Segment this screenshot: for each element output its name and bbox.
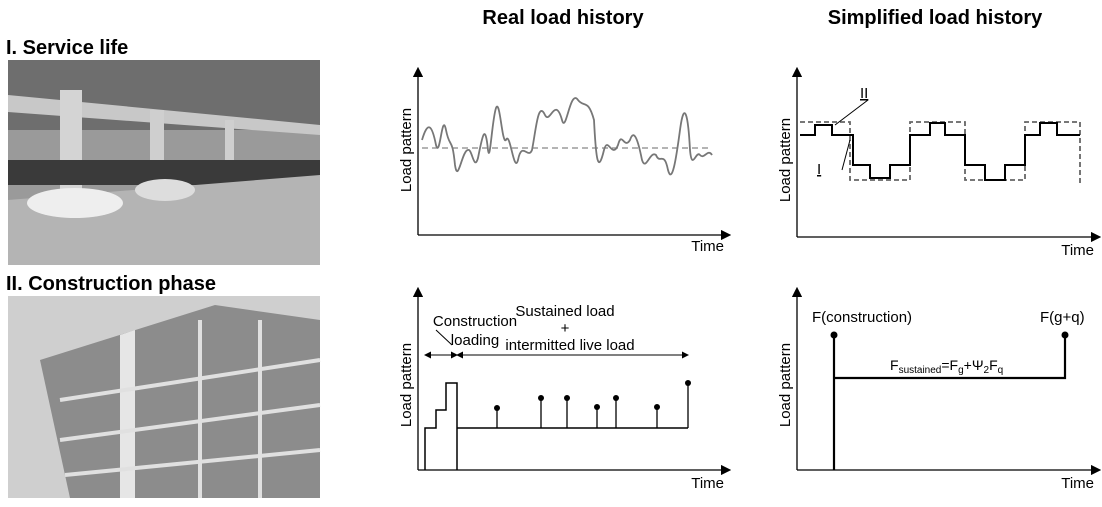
axes — [412, 66, 1102, 476]
header: Real load history — [482, 7, 644, 29]
axis-label: Time — [1061, 242, 1094, 259]
leader — [841, 139, 851, 171]
annotation: F(construction) — [812, 309, 912, 326]
formula-part: +Ψ — [964, 357, 984, 373]
axis-label: Load pattern — [777, 118, 794, 202]
annotation: Sustained load — [515, 303, 614, 320]
formula-part: F — [989, 357, 998, 373]
peak-dot — [1061, 331, 1069, 339]
peak-dot — [830, 331, 838, 339]
axis-label: Load pattern — [398, 108, 415, 192]
leader — [834, 99, 869, 126]
annotation: F(g+q) — [1040, 309, 1085, 326]
axis-label: Time — [691, 475, 724, 492]
annotation: + — [561, 320, 570, 337]
row-title: II. Construction phase — [6, 273, 216, 295]
annotation: Construction — [433, 313, 517, 330]
callout: II — [860, 85, 868, 102]
photo — [8, 60, 320, 265]
axis-label: Time — [691, 238, 724, 255]
load-curve — [421, 97, 713, 176]
row-title: I. Service life — [6, 37, 128, 59]
photo — [8, 296, 321, 498]
annotation: loading — [451, 332, 499, 349]
callout: I — [817, 161, 821, 178]
step-line-ii — [800, 121, 1081, 185]
formula-subscript: q — [998, 365, 1004, 376]
spike-dots — [494, 380, 691, 411]
formula-part: F — [890, 357, 899, 373]
formula-subscript: 2 — [984, 365, 990, 376]
formula-part: =F — [941, 357, 958, 373]
axis-label: Load pattern — [398, 343, 415, 427]
formula-subscript: sustained — [899, 365, 942, 376]
live-load-spikes — [496, 383, 689, 428]
load-history — [424, 382, 688, 470]
annotation: intermitted live load — [505, 337, 634, 354]
axis-label: Load pattern — [777, 343, 794, 427]
formula-subscript: g — [958, 365, 964, 376]
formula: Fsustained=Fg+Ψ2Fq — [890, 357, 1003, 376]
simplified-history — [832, 335, 1067, 470]
axis-label: Time — [1061, 475, 1094, 492]
leader — [435, 329, 453, 346]
header: Simplified load history — [828, 7, 1043, 29]
step-line-i — [800, 122, 1080, 181]
